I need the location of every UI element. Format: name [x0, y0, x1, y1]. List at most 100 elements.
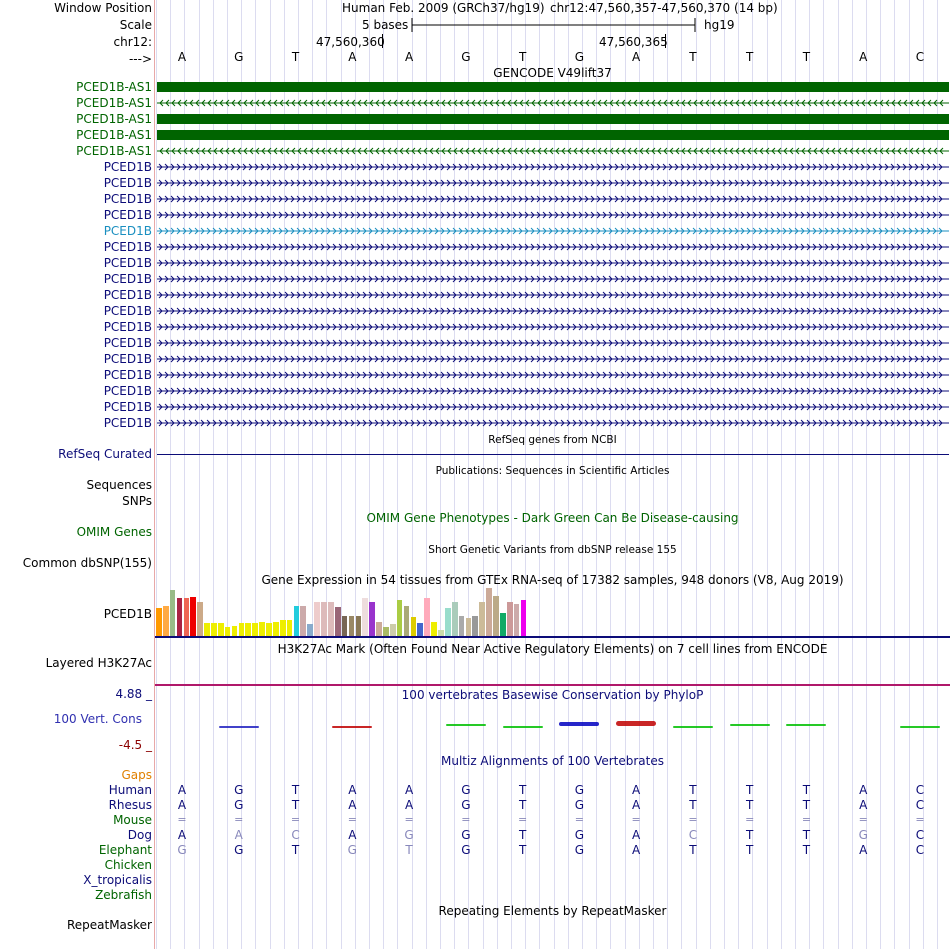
gtex-tissue-bar[interactable] [231, 626, 238, 636]
gtex-tissue-bar[interactable] [334, 607, 341, 636]
gencode-track-feature[interactable] [157, 161, 949, 173]
h3k27ac-label[interactable]: Layered H3K27Ac [45, 656, 152, 670]
gtex-tissue-bar[interactable] [272, 622, 279, 636]
gtex-tissue-bar[interactable] [431, 622, 437, 636]
gencode-track-label[interactable]: PCED1B-AS1 [76, 128, 152, 142]
gtex-tissue-bar[interactable] [362, 598, 369, 636]
gencode-track-feature[interactable] [157, 177, 949, 189]
gencode-track-label[interactable]: PCED1B [103, 352, 152, 366]
gencode-track-feature[interactable] [157, 82, 949, 92]
gencode-track-feature[interactable] [157, 209, 949, 221]
gencode-track-feature[interactable] [157, 417, 949, 429]
gencode-track-label[interactable]: PCED1B-AS1 [76, 80, 152, 94]
repeatmasker-label[interactable]: RepeatMasker [66, 918, 152, 932]
gtex-tissue-bar[interactable] [314, 602, 320, 636]
gtex-tissue-bar[interactable] [520, 600, 527, 636]
gtex-tissue-bar[interactable] [169, 590, 176, 636]
multiz-species-label[interactable]: Chicken [104, 858, 152, 872]
gencode-track-feature[interactable] [157, 97, 949, 109]
gtex-tissue-bar[interactable] [410, 617, 417, 636]
gtex-tissue-bar[interactable] [259, 622, 265, 636]
gtex-tissue-bar[interactable] [369, 602, 375, 636]
gtex-tissue-bar[interactable] [451, 602, 458, 636]
gencode-track-label[interactable]: PCED1B [103, 384, 152, 398]
gencode-track-label[interactable]: PCED1B [103, 240, 152, 254]
gencode-track-label[interactable]: PCED1B [103, 208, 152, 222]
gencode-track-label[interactable]: PCED1B [103, 256, 152, 270]
gtex-tissue-bar[interactable] [472, 616, 479, 636]
gtex-tissue-bar[interactable] [279, 620, 286, 636]
gtex-tissue-bar[interactable] [383, 627, 389, 636]
gencode-track-feature[interactable] [157, 241, 949, 253]
gtex-tissue-bar[interactable] [458, 616, 465, 636]
gtex-tissue-bar[interactable] [211, 623, 217, 636]
multiz-species-label[interactable]: Rhesus [108, 798, 152, 812]
gencode-track-label[interactable]: PCED1B [103, 192, 152, 206]
snps-label[interactable]: SNPs [122, 494, 152, 508]
gencode-track-feature[interactable] [157, 337, 949, 349]
gtex-tissue-bar[interactable] [176, 598, 183, 636]
gencode-track-feature[interactable] [157, 321, 949, 333]
refseq-line[interactable] [157, 454, 949, 455]
gencode-track-feature[interactable] [157, 305, 949, 317]
gencode-track-feature[interactable] [157, 193, 949, 205]
gtex-tissue-bar[interactable] [286, 620, 293, 636]
gtex-tissue-bar[interactable] [245, 623, 252, 636]
gencode-track-label[interactable]: PCED1B [103, 288, 152, 302]
gencode-track-label[interactable]: PCED1B [103, 224, 152, 238]
gtex-tissue-bar[interactable] [224, 627, 231, 636]
phylop-label[interactable]: 100 Vert. Cons [53, 712, 142, 726]
gencode-track-label[interactable]: PCED1B-AS1 [76, 112, 152, 126]
gtex-tissue-bar[interactable] [355, 616, 362, 636]
gencode-track-label[interactable]: PCED1B-AS1 [76, 96, 152, 110]
gtex-tissue-bar[interactable] [328, 602, 334, 636]
multiz-species-label[interactable]: Zebrafish [95, 888, 152, 902]
gencode-track-feature[interactable] [157, 385, 949, 397]
gtex-tissue-bar[interactable] [479, 602, 486, 636]
gencode-track-label[interactable]: PCED1B-AS1 [76, 144, 152, 158]
gtex-tissue-bar[interactable] [417, 623, 424, 636]
gtex-tissue-bar[interactable] [438, 630, 444, 636]
gtex-tissue-bar[interactable] [156, 608, 162, 636]
gtex-tissue-bar[interactable] [266, 623, 272, 636]
gtex-tissue-bar[interactable] [204, 623, 210, 636]
gencode-track-feature[interactable] [157, 114, 949, 124]
gencode-track-feature[interactable] [157, 257, 949, 269]
multiz-species-label[interactable]: Human [108, 783, 152, 797]
gtex-tissue-bar[interactable] [341, 616, 348, 636]
gencode-track-label[interactable]: PCED1B [103, 272, 152, 286]
dbsnp-label[interactable]: Common dbSNP(155) [22, 556, 152, 570]
gtex-tissue-bar[interactable] [506, 602, 513, 636]
gencode-track-feature[interactable] [157, 401, 949, 413]
gtex-tissue-bar[interactable] [183, 598, 190, 636]
gencode-track-label[interactable]: PCED1B [103, 336, 152, 350]
refseq-label[interactable]: RefSeq Curated [58, 447, 152, 461]
gtex-tissue-bar[interactable] [321, 602, 327, 636]
multiz-species-label[interactable]: X_tropicalis [83, 873, 152, 887]
gtex-tissue-bar[interactable] [238, 623, 245, 636]
gtex-tissue-bar[interactable] [389, 624, 396, 636]
gtex-tissue-bar[interactable] [465, 618, 472, 636]
gtex-tissue-bar[interactable] [197, 602, 203, 636]
gencode-track-feature[interactable] [157, 273, 949, 285]
sequences-label[interactable]: Sequences [86, 478, 152, 492]
gtex-tissue-bar[interactable] [424, 598, 430, 636]
gtex-tissue-bar[interactable] [486, 588, 492, 636]
multiz-species-label[interactable]: Elephant [98, 843, 152, 857]
gtex-tissue-bar[interactable] [293, 606, 300, 636]
gtex-tissue-bar[interactable] [376, 622, 382, 636]
gtex-tissue-bar[interactable] [513, 604, 520, 636]
gaps-label[interactable]: Gaps [121, 768, 152, 782]
gtex-tissue-bar[interactable] [307, 624, 314, 636]
gencode-track-label[interactable]: PCED1B [103, 368, 152, 382]
gencode-track-label[interactable]: PCED1B [103, 176, 152, 190]
omim-label[interactable]: OMIM Genes [76, 525, 152, 539]
gencode-track-label[interactable]: PCED1B [103, 160, 152, 174]
gencode-track-feature[interactable] [157, 353, 949, 365]
gtex-tissue-bar[interactable] [190, 597, 197, 636]
gencode-track-feature[interactable] [157, 289, 949, 301]
gtex-tissue-bar[interactable] [300, 606, 307, 636]
gtex-tissue-bar[interactable] [348, 616, 355, 636]
gtex-tissue-bar[interactable] [217, 623, 224, 636]
gencode-track-feature[interactable] [157, 130, 949, 140]
